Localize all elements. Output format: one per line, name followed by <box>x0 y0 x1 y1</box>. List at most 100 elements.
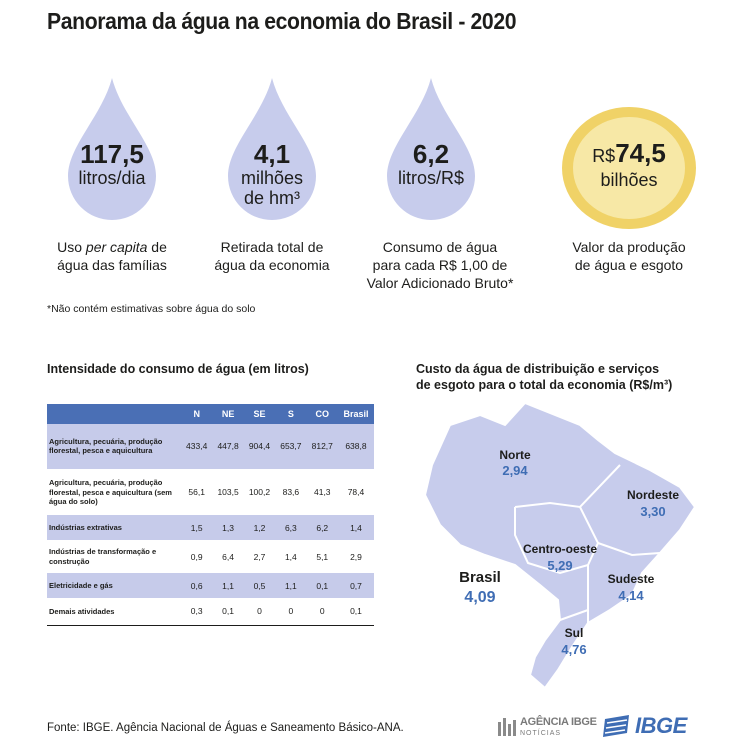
indicator-1-value: 117,5 <box>80 139 144 169</box>
indicator-2-caption: Retirada total de água da economia <box>196 238 348 274</box>
table-cell: 0,9 <box>190 551 203 562</box>
table-cell: 0,1 <box>212 598 244 626</box>
table-cell: 0,7 <box>337 573 374 598</box>
table-cell: 0 <box>275 598 307 626</box>
indicator-2-caption-line2: água da economia <box>214 257 330 273</box>
country-label: Brasil <box>459 569 501 586</box>
table-cell: 653,7 <box>275 424 307 470</box>
indicator-1-caption-em: per capita <box>85 239 148 255</box>
agencia-logo-line2: NOTÍCIAS <box>520 730 562 737</box>
footnote: *Não contém estimativas sobre água do so… <box>47 303 256 315</box>
indicator-4-caption-line1: Valor da produção <box>572 239 686 255</box>
indicator-2-figure: 4,1 milhões de hm³ <box>212 140 332 208</box>
table-row-label: Agricultura, pecuária, produção floresta… <box>49 478 172 506</box>
table-cell: 83,6 <box>282 487 300 498</box>
table-cell: 0 <box>243 598 276 626</box>
region-value: 5,29 <box>547 558 573 573</box>
indicator-4-prefix: R$ <box>592 146 616 166</box>
indicator-3-caption-line3: Valor Adicionado Bruto* <box>366 275 514 291</box>
region-label: Nordeste <box>626 488 679 502</box>
indicator-2-unit-line2: de hm³ <box>243 188 301 208</box>
table-cell: 0,5 <box>243 573 276 598</box>
table-cell: 6,3 <box>275 515 307 540</box>
region-value: 3,30 <box>640 504 666 519</box>
table-row: Indústrias de transformação e construção… <box>47 540 374 573</box>
table-cell: 812,7 <box>306 424 338 470</box>
table-header-cell <box>47 404 181 424</box>
table-header-row: N NE SE S CO Brasil <box>47 404 374 424</box>
indicator-3-caption-line2: para cada R$ 1,00 de <box>372 257 508 273</box>
table-row-label: Demais atividades <box>47 598 181 626</box>
table-cell: 78,4 <box>347 487 365 498</box>
table-header-cell: S <box>275 404 307 424</box>
region-label: Centro-oeste <box>522 542 597 556</box>
region-value: 2,94 <box>502 463 528 478</box>
coin-icon <box>562 107 696 229</box>
page-title: Panorama da água na economia do Brasil -… <box>47 8 517 34</box>
table-row: Eletricidade e gás 0,6 1,1 0,5 1,1 0,1 0… <box>47 573 374 598</box>
map-title-line1: Custo da água de distribuição e serviços <box>416 362 660 376</box>
indicator-1-caption: Uso per capita de água das famílias <box>36 238 188 274</box>
table-cell: 100,2 <box>248 487 271 498</box>
indicator-1-figure: 117,5 litros/dia <box>52 140 172 188</box>
table-cell: 1,1 <box>212 573 244 598</box>
table-cell: 1,4 <box>337 515 374 540</box>
table-cell: 447,8 <box>212 424 244 470</box>
table-header-cell: NE <box>212 404 244 424</box>
table-header-cell: SE <box>243 404 276 424</box>
table-cell: 638,8 <box>337 424 374 470</box>
map-title: Custo da água de distribuição e serviços… <box>416 361 672 393</box>
table-cell: 2,7 <box>253 551 266 562</box>
indicator-1-caption-pre: Uso <box>57 239 86 255</box>
table-cell: 103,5 <box>217 487 239 498</box>
table-cell: 1,2 <box>243 515 276 540</box>
indicator-1-caption-post: de <box>147 239 167 255</box>
table-row-label: Indústrias de transformação e construção <box>49 547 157 566</box>
indicator-2-caption-line1: Retirada total de <box>220 239 324 255</box>
table-cell: 433,4 <box>181 424 213 470</box>
table-cell: 1,3 <box>212 515 244 540</box>
water-drop-icon <box>387 78 475 220</box>
water-drop-icon <box>228 78 316 220</box>
indicator-4-caption-line2: de água e esgoto <box>574 257 684 273</box>
table-header-cell: N <box>181 404 213 424</box>
agencia-ibge-logo[interactable]: AGÊNCIA IBGE NOTÍCIAS <box>498 712 597 742</box>
table-row: Agricultura, pecuária, produção floresta… <box>47 424 374 470</box>
region-label: Norte <box>499 448 531 462</box>
table-cell: 0,3 <box>181 598 213 626</box>
indicator-3-unit: litros/R$ <box>397 168 464 188</box>
table-cell: 1,5 <box>181 515 213 540</box>
table-row: Agricultura, pecuária, produção floresta… <box>47 469 374 515</box>
ibge-logo-text: IBGE <box>635 713 687 738</box>
ibge-logo[interactable]: IBGE <box>603 713 698 739</box>
table-row: Demais atividades 0,3 0,1 0 0 0 0,1 <box>47 598 374 626</box>
table-cell: 0,6 <box>181 573 213 598</box>
region-label: Sul <box>564 626 584 640</box>
table-cell: 0,1 <box>337 598 374 626</box>
region-label: Sudeste <box>607 572 655 586</box>
indicator-4-value: 74,5 <box>615 138 666 168</box>
region-value: 4,14 <box>618 588 644 603</box>
table-cell: 6,2 <box>306 515 338 540</box>
ibge-flag-icon <box>603 715 629 737</box>
table-cell: 6,4 <box>222 551 234 562</box>
table-cell: 904,4 <box>243 424 276 470</box>
table-row-label: Eletricidade e gás <box>47 573 181 598</box>
indicator-1-unit: litros/dia <box>78 168 146 188</box>
table-row: Indústrias extrativas 1,5 1,3 1,2 6,3 6,… <box>47 515 374 540</box>
water-drop-icon <box>68 78 156 220</box>
indicator-3-value: 6,2 <box>412 139 450 169</box>
indicator-4-unit: bilhões <box>600 170 658 190</box>
intensity-table: N NE SE S CO Brasil Agricultura, pecuári… <box>47 404 374 626</box>
table-cell: 1,4 <box>284 551 297 562</box>
table-cell: 5,1 <box>316 551 329 562</box>
table-cell: 56,1 <box>188 487 205 498</box>
indicator-2-unit-line1: milhões <box>240 168 304 188</box>
table-cell: 0,1 <box>306 573 338 598</box>
table-row-label: Indústrias extrativas <box>47 515 181 540</box>
indicator-2-value: 4,1 <box>253 139 291 169</box>
indicator-3-caption: Consumo de água para cada R$ 1,00 de Val… <box>355 238 525 292</box>
agencia-logo-line1: AGÊNCIA IBGE <box>520 716 597 728</box>
table-row-label: Agricultura, pecuária, produção floresta… <box>47 424 181 470</box>
indicator-3-figure: 6,2 litros/R$ <box>371 140 491 188</box>
